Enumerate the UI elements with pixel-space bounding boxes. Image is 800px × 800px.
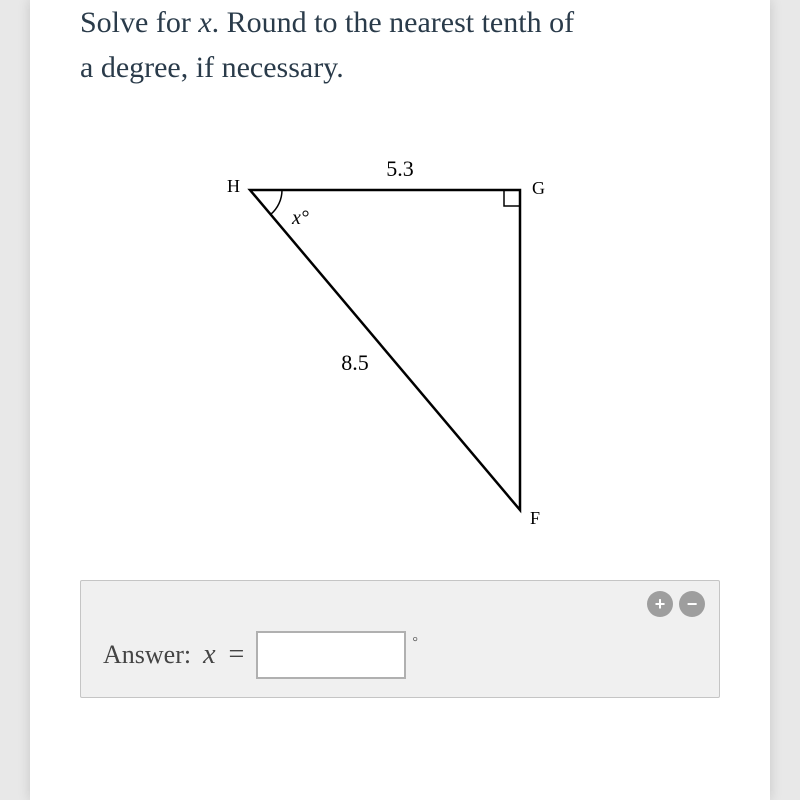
triangle-shape: [250, 190, 520, 510]
vertex-label-g: G: [532, 178, 545, 198]
question-line2: a degree, if necessary.: [80, 51, 344, 84]
answer-variable: x =: [203, 639, 244, 671]
question-text: Solve for x. Round to the nearest tenth …: [80, 0, 720, 90]
question-variable: x: [198, 6, 211, 39]
answer-row: Answer: x = °: [103, 631, 697, 679]
right-angle-marker: [504, 190, 520, 206]
answer-input[interactable]: [256, 631, 406, 679]
plus-button[interactable]: +: [647, 591, 673, 617]
vertex-label-h: H: [227, 176, 240, 196]
triangle-svg: H G F 5.3 8.5 x°: [200, 150, 600, 550]
question-post: . Round to the nearest tenth of: [212, 6, 574, 39]
question-pre: Solve for: [80, 6, 198, 39]
answer-box: + − Answer: x = °: [80, 580, 720, 698]
step-buttons: + −: [647, 591, 705, 617]
minus-button[interactable]: −: [679, 591, 705, 617]
answer-label: Answer:: [103, 640, 191, 670]
angle-label: x°: [291, 207, 309, 229]
vertex-label-f: F: [530, 508, 540, 528]
triangle-diagram: H G F 5.3 8.5 x°: [80, 150, 720, 570]
degree-symbol: °: [412, 635, 418, 651]
problem-card: Solve for x. Round to the nearest tenth …: [30, 0, 770, 800]
angle-arc: [271, 190, 282, 214]
side-label-hg: 5.3: [386, 156, 414, 181]
side-label-hf: 8.5: [341, 350, 369, 375]
